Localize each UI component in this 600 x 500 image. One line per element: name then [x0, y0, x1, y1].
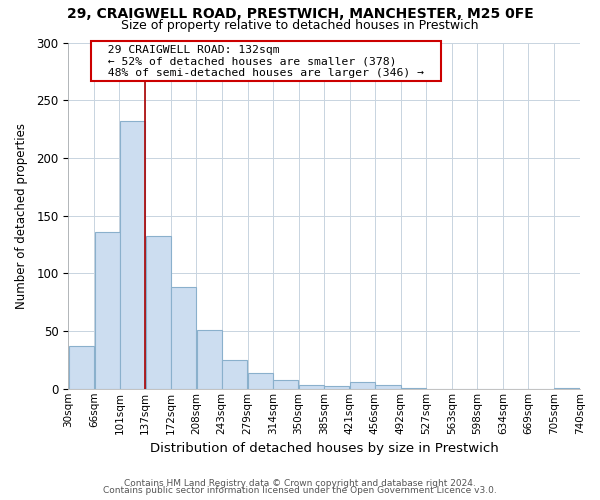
X-axis label: Distribution of detached houses by size in Prestwich: Distribution of detached houses by size … [150, 442, 499, 455]
Bar [68, 346, 94, 389]
Bar [95, 232, 120, 389]
Y-axis label: Number of detached properties: Number of detached properties [15, 122, 28, 308]
Text: 29, CRAIGWELL ROAD, PRESTWICH, MANCHESTER, M25 0FE: 29, CRAIGWELL ROAD, PRESTWICH, MANCHESTE… [67, 8, 533, 22]
Bar [350, 382, 376, 389]
Text: Contains HM Land Registry data © Crown copyright and database right 2024.: Contains HM Land Registry data © Crown c… [124, 478, 476, 488]
Bar [146, 236, 171, 389]
Bar [197, 330, 222, 389]
Text: Size of property relative to detached houses in Prestwich: Size of property relative to detached ho… [121, 19, 479, 32]
Bar [401, 388, 427, 389]
Bar [222, 360, 247, 389]
Bar [248, 372, 273, 389]
Bar [375, 386, 401, 389]
Text: Contains public sector information licensed under the Open Government Licence v3: Contains public sector information licen… [103, 486, 497, 495]
Bar [119, 121, 145, 389]
Bar [273, 380, 298, 389]
Bar [554, 388, 580, 389]
Text: 29 CRAIGWELL ROAD: 132sqm
  ← 52% of detached houses are smaller (378)
  48% of : 29 CRAIGWELL ROAD: 132sqm ← 52% of detac… [94, 45, 438, 78]
Bar [299, 386, 324, 389]
Bar [171, 287, 196, 389]
Bar [324, 386, 349, 389]
